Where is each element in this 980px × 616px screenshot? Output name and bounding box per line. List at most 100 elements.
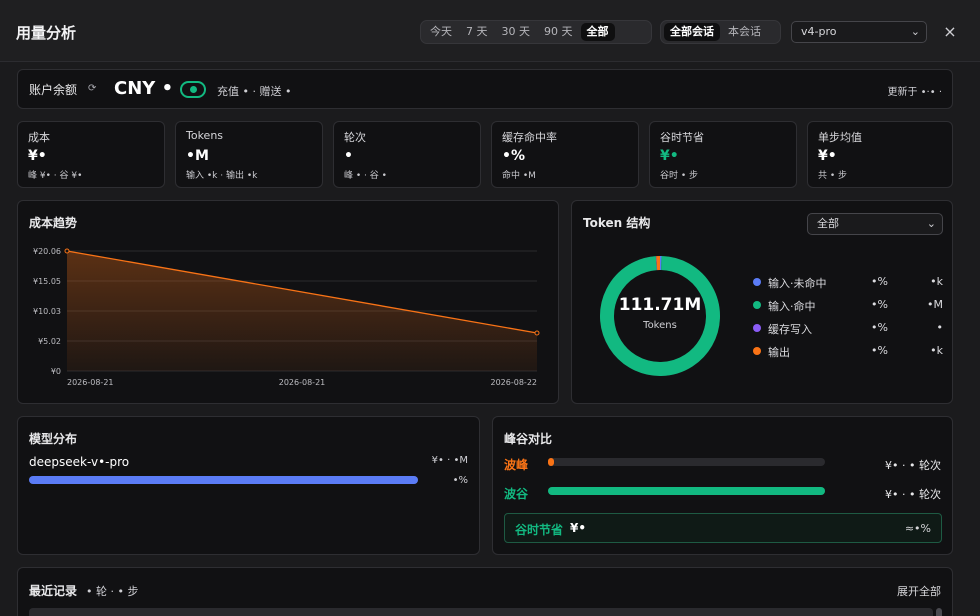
- scope-option-this-session[interactable]: 本会话: [728, 25, 761, 38]
- legend-name: 输入·未命中: [768, 277, 827, 290]
- valley-saving-ratio: ≈•%: [904, 522, 931, 535]
- stat-sub: 峰 • · 谷 •: [344, 171, 387, 181]
- cost-point: [64, 248, 70, 254]
- stat-card-valley-saving: 谷时节省 ¥• 谷时 • 步: [649, 121, 797, 188]
- legend-pct: •%: [871, 298, 888, 311]
- x-tick-label: 2026-08-22: [491, 378, 538, 387]
- y-tick-label: ¥0: [51, 367, 61, 376]
- model-select-value: v4-pro: [801, 25, 837, 38]
- range-segmented-control: 今天 7 天 30 天 90 天 全部: [420, 20, 652, 44]
- cost-trend-card: 成本趋势 ¥20.06 ¥15.05 ¥10.03 ¥5.02 ¥0 2026-08-21…: [17, 200, 559, 404]
- valley-saving-label: 谷时节省: [515, 523, 564, 537]
- legend-dot: [753, 324, 761, 332]
- legend-name: 输入·命中: [768, 300, 816, 313]
- stat-card-tokens: Tokens •M 输入 •k · 输出 •k: [175, 121, 323, 188]
- stat-sub: 峰 ¥• · 谷 ¥•: [28, 171, 83, 181]
- stat-sub: 输入 •k · 输出 •k: [186, 171, 258, 181]
- model-bar-track: [29, 476, 418, 484]
- stat-sub: 共 • 步: [818, 171, 848, 181]
- close-icon[interactable]: ×: [943, 22, 957, 41]
- model-pct: •%: [452, 475, 468, 486]
- valley-label: 波谷: [504, 487, 529, 501]
- range-option-all[interactable]: 全部: [580, 23, 615, 41]
- token-total: 111.71M: [618, 295, 702, 315]
- legend-row-output: 输出 •% •k: [753, 344, 943, 359]
- recent-records-card: 最近记录 • 轮 · • 步 展开全部: [17, 567, 953, 616]
- recent-title: 最近记录: [29, 584, 78, 598]
- legend-row-input-miss: 输入·未命中 •% •k: [753, 275, 943, 290]
- model-dist-card: 模型分布 deepseek-v•-pro ¥• · •M •%: [17, 416, 480, 555]
- stat-card-step-average: 单步均值 ¥• 共 • 步: [807, 121, 953, 188]
- peak-valley-title: 峰谷对比: [504, 432, 553, 446]
- legend-dot: [753, 301, 761, 309]
- legend-row-cache-write: 缓存写入 •% •: [753, 321, 944, 336]
- stat-value: ¥•: [818, 148, 837, 164]
- chevron-down-icon: ⌄: [910, 25, 920, 38]
- balance-card: 账户余额 ⟳ CNY • 充值 • · 赠送 • 更新于 •·• ·: [17, 69, 953, 109]
- range-option-today[interactable]: 今天: [430, 25, 452, 38]
- legend-name: 缓存写入: [768, 323, 812, 336]
- stat-key: 轮次: [344, 131, 366, 144]
- model-bar-fill: [29, 476, 418, 484]
- scope-option-all-sessions[interactable]: 全部会话: [664, 23, 720, 41]
- valley-bar-track: [548, 487, 825, 495]
- valley-saving-value: ¥•: [570, 521, 587, 535]
- token-donut-chart: [600, 256, 720, 376]
- y-tick-label: ¥5.02: [38, 337, 61, 346]
- stat-key: 缓存命中率: [502, 131, 557, 144]
- stat-value: •M: [186, 148, 209, 164]
- stat-value: ¥•: [28, 148, 47, 164]
- cost-line: [66, 250, 538, 334]
- balance-toggle[interactable]: [180, 81, 206, 98]
- stat-key: 谷时节省: [660, 131, 704, 144]
- token-filter-value: 全部: [817, 217, 839, 230]
- stat-value: •%: [502, 148, 525, 164]
- model-select[interactable]: v4-pro ⌄: [791, 21, 927, 43]
- range-option-7d[interactable]: 7 天: [466, 25, 488, 38]
- cost-area: [67, 251, 537, 371]
- stat-value: •: [344, 148, 353, 164]
- peak-valley-card: 峰谷对比 波峰 ¥• · • 轮次 波谷 ¥• · • 轮次 谷时节省 ¥• ≈…: [492, 416, 953, 555]
- legend-value: •: [936, 321, 944, 334]
- token-filter-select[interactable]: 全部 ⌄: [807, 213, 943, 235]
- stat-value: ¥•: [660, 148, 679, 164]
- valley-value: ¥• · • 轮次: [885, 488, 941, 501]
- balance-label: 账户余额: [29, 83, 78, 97]
- chevron-down-icon: ⌄: [926, 217, 936, 230]
- legend-value: •k: [930, 275, 943, 288]
- stat-card-cache-hit: 缓存命中率 •% 命中 •M: [491, 121, 639, 188]
- stat-sub: 命中 •M: [502, 171, 536, 181]
- stat-card-turns: 轮次 • 峰 • · 谷 •: [333, 121, 481, 188]
- stat-card-cost: 成本 ¥• 峰 ¥• · 谷 ¥•: [17, 121, 165, 188]
- stat-sub: 谷时 • 步: [660, 171, 699, 181]
- legend-value: •M: [927, 298, 943, 311]
- top-bar: 用量分析 今天 7 天 30 天 90 天 全部 全部会话 本会话 v4-pro…: [0, 0, 980, 62]
- legend-row-input-hit: 输入·命中 •% •M: [753, 298, 943, 313]
- cost-point: [534, 330, 540, 336]
- balance-currency: CNY •: [114, 78, 174, 99]
- page-title: 用量分析: [16, 24, 77, 42]
- legend-dot: [753, 347, 761, 355]
- stat-key: 成本: [28, 131, 50, 144]
- scrollbar-thumb[interactable]: [936, 608, 942, 616]
- model-name: deepseek-v•-pro: [29, 455, 130, 469]
- token-structure-card: Token 结构 全部 ⌄ 111.71M Tokens 输入·未命中 •% •…: [571, 200, 953, 404]
- stat-key: Tokens: [186, 129, 224, 142]
- cost-trend-title: 成本趋势: [29, 216, 78, 230]
- expand-all-button[interactable]: 展开全部: [897, 585, 941, 598]
- model-value: ¥• · •M: [431, 455, 468, 466]
- legend-dot: [753, 278, 761, 286]
- y-tick-label: ¥10.03: [33, 307, 61, 316]
- legend-pct: •%: [871, 275, 888, 288]
- legend-pct: •%: [871, 321, 888, 334]
- y-tick-label: ¥20.06: [33, 247, 61, 256]
- recent-record-row[interactable]: [29, 608, 933, 616]
- model-dist-title: 模型分布: [29, 432, 78, 446]
- balance-updated: 更新于 •·• ·: [887, 87, 942, 98]
- range-option-90d[interactable]: 90 天: [544, 25, 573, 38]
- refresh-icon[interactable]: ⟳: [88, 83, 97, 94]
- token-structure-title: Token 结构: [583, 216, 651, 230]
- range-option-30d[interactable]: 30 天: [501, 25, 531, 38]
- x-tick-label: 2026-08-21: [67, 378, 114, 387]
- valley-saving-box: 谷时节省 ¥• ≈•%: [504, 513, 942, 543]
